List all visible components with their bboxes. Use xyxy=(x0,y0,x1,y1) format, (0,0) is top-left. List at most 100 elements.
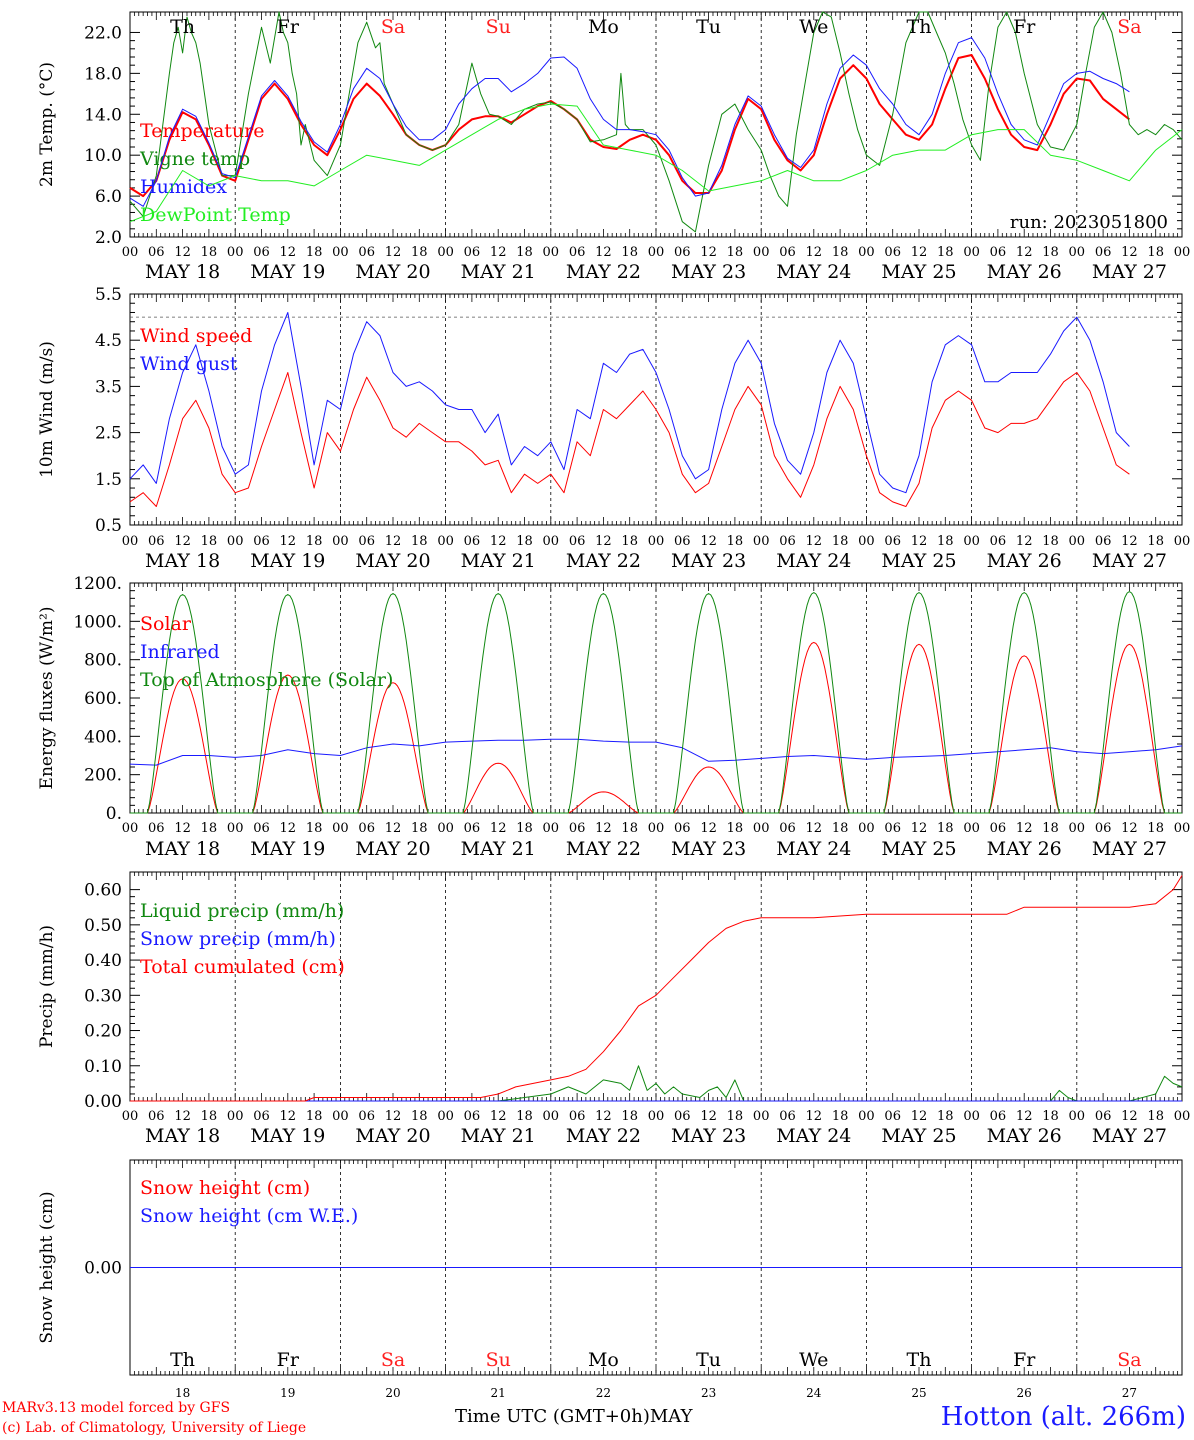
hour-tick-label: 18 xyxy=(306,534,323,549)
date-label: MAY 18 xyxy=(145,261,220,283)
hour-tick-label: 06 xyxy=(884,821,901,836)
hour-tick-label: 06 xyxy=(884,534,901,549)
day-name-bottom: Su xyxy=(486,1349,511,1371)
legend-entry: Snow precip (mm/h) xyxy=(140,928,336,950)
hour-tick-label: 12 xyxy=(1016,821,1033,836)
hour-tick-label: 12 xyxy=(1121,1109,1138,1124)
legend-entry: Top of Atmosphere (Solar) xyxy=(140,669,393,691)
date-label: MAY 19 xyxy=(250,550,325,572)
hour-tick-label: 06 xyxy=(358,1109,375,1124)
hour-tick-label: 06 xyxy=(253,534,270,549)
series-line-liquid-precip-mm-h- xyxy=(130,1065,1183,1102)
hour-tick-label: 00 xyxy=(227,245,244,260)
legend-entry: Humidex xyxy=(140,176,227,198)
hour-tick-label: 06 xyxy=(990,534,1007,549)
series-line-temperature xyxy=(129,54,1131,198)
legend-entry: Wind gust xyxy=(140,353,238,375)
hour-tick-label: 06 xyxy=(674,534,691,549)
hour-tick-label: 18 xyxy=(201,245,218,260)
date-label: MAY 21 xyxy=(461,261,536,283)
hour-tick-label: 12 xyxy=(911,245,928,260)
hour-tick-label: 18 xyxy=(411,1109,428,1124)
y-tick-label: 10.0 xyxy=(84,146,122,166)
run-annotation: run: 2023051800 xyxy=(1010,212,1168,233)
day-name-top: We xyxy=(799,16,828,38)
date-label: MAY 24 xyxy=(776,550,851,572)
hour-tick-label: 00 xyxy=(648,534,665,549)
hour-tick-label: 18 xyxy=(516,1109,533,1124)
hour-tick-label: 18 xyxy=(306,1109,323,1124)
date-label: MAY 19 xyxy=(250,261,325,283)
hour-tick-label: 00 xyxy=(543,534,560,549)
hour-tick-label: 00 xyxy=(1174,1109,1191,1124)
day-name-bottom: Mo xyxy=(588,1349,619,1371)
hour-tick-label: 06 xyxy=(779,534,796,549)
hour-tick-label: 06 xyxy=(779,821,796,836)
date-label: MAY 23 xyxy=(671,1125,746,1147)
hour-tick-label: 00 xyxy=(648,1109,665,1124)
hour-tick-label: 18 xyxy=(1042,245,1059,260)
hour-tick-label: 00 xyxy=(227,821,244,836)
hour-tick-label: 12 xyxy=(700,245,717,260)
hour-tick-label: 00 xyxy=(437,821,454,836)
date-label: MAY 25 xyxy=(881,550,956,572)
hour-tick-label: 00 xyxy=(648,821,665,836)
hour-tick-label: 00 xyxy=(543,1109,560,1124)
date-label: MAY 21 xyxy=(461,550,536,572)
legend-entry: Solar xyxy=(140,613,192,635)
hour-tick-label: 18 xyxy=(411,534,428,549)
hour-tick-label: 06 xyxy=(253,245,270,260)
y-tick-label: 14.0 xyxy=(84,105,122,125)
date-label: MAY 18 xyxy=(145,1125,220,1147)
hour-tick-label: 18 xyxy=(411,245,428,260)
y-tick-label: 1000. xyxy=(73,612,122,632)
hour-tick-label: 00 xyxy=(963,245,980,260)
y-tick-label: 0.50 xyxy=(84,916,122,936)
hour-tick-label: 18 xyxy=(201,534,218,549)
day-name-top: Sa xyxy=(1117,16,1141,38)
hour-tick-label: 00 xyxy=(858,534,875,549)
date-label: MAY 25 xyxy=(881,1125,956,1147)
hour-tick-label: 12 xyxy=(911,1109,928,1124)
day-number: 19 xyxy=(280,1386,295,1400)
y-tick-label: 0.10 xyxy=(84,1057,122,1077)
hour-tick-label: 06 xyxy=(1095,821,1112,836)
day-number: 20 xyxy=(385,1386,400,1400)
day-name-top: Fr xyxy=(1013,16,1036,38)
legend-entry: Temperature xyxy=(140,120,264,142)
hour-tick-label: 06 xyxy=(253,1109,270,1124)
hour-tick-label: 18 xyxy=(1147,1109,1164,1124)
hour-tick-label: 00 xyxy=(1174,821,1191,836)
hour-tick-label: 18 xyxy=(937,534,954,549)
hour-tick-label: 00 xyxy=(122,1109,139,1124)
y-tick-label: 2.5 xyxy=(95,424,122,444)
hour-tick-label: 12 xyxy=(280,534,297,549)
date-label: MAY 21 xyxy=(461,838,536,860)
x-axis-label: Time UTC (GMT+0h) xyxy=(455,1406,650,1427)
hour-tick-label: 12 xyxy=(280,1109,297,1124)
y-tick-label: 18.0 xyxy=(84,64,122,84)
hour-tick-label: 00 xyxy=(963,534,980,549)
hour-tick-label: 06 xyxy=(464,821,481,836)
hour-tick-label: 12 xyxy=(280,245,297,260)
day-name-bottom: Tu xyxy=(696,1349,721,1371)
day-number: 24 xyxy=(806,1386,822,1400)
hour-tick-label: 00 xyxy=(858,821,875,836)
hour-tick-label: 00 xyxy=(227,1109,244,1124)
day-name-top: Th xyxy=(907,16,932,38)
hour-tick-label: 18 xyxy=(832,245,849,260)
hour-tick-label: 12 xyxy=(1016,1109,1033,1124)
y-tick-label: 5.5 xyxy=(95,285,122,305)
hour-tick-label: 06 xyxy=(674,245,691,260)
hour-tick-label: 00 xyxy=(858,1109,875,1124)
hour-tick-label: 18 xyxy=(621,534,638,549)
y-axis-label: 2m Temp. (°C) xyxy=(37,62,57,187)
y-tick-label: 1200. xyxy=(73,574,122,594)
hour-tick-label: 00 xyxy=(332,1109,349,1124)
date-label: MAY 27 xyxy=(1092,261,1167,283)
hour-tick-label: 18 xyxy=(832,1109,849,1124)
day-name-top: Th xyxy=(170,16,195,38)
y-tick-label: 0.40 xyxy=(84,951,122,971)
hour-tick-label: 00 xyxy=(437,245,454,260)
